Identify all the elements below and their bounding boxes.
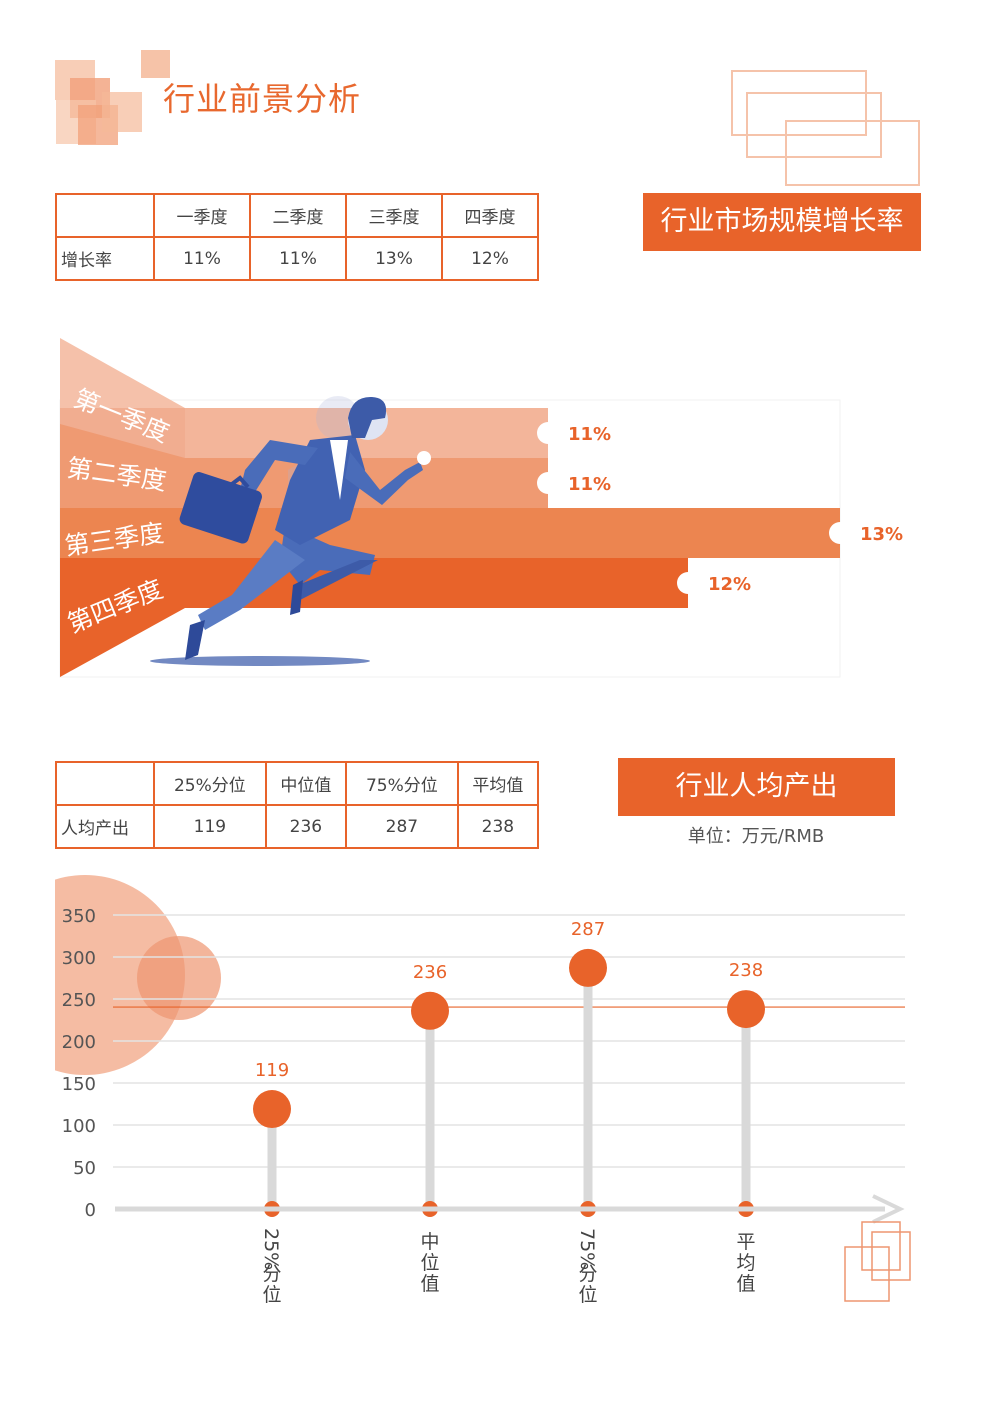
table-header-row: 一季度 二季度 三季度 四季度 [55,193,539,238]
lollipop-head [569,948,607,987]
table-cell: 238 [456,804,540,849]
svg-text:平: 平 [736,1231,755,1253]
svg-text:值: 值 [736,1273,755,1295]
svg-text:位: 位 [420,1252,439,1274]
table-header-row: 25%分位 中位值 75%分位 平均值 [55,761,540,806]
table-header-cell: 中位值 [264,761,347,806]
decor-outline-rect [861,1221,901,1271]
output-section-title: 行业人均产出 [618,758,895,816]
table-corner-cell [55,193,155,238]
bar-value-label: 11% [568,474,611,495]
decor-square [141,50,170,78]
wedge-q4 [60,558,185,677]
y-tick-label: 0 [85,1200,96,1221]
table-cell: 287 [344,804,459,849]
table-corner-cell [55,761,155,806]
table-cell: 119 [153,804,267,849]
decor-outline-rect [746,92,882,158]
table-cell: 11% [153,236,251,281]
lollipop-value-label: 119 [255,1060,289,1081]
svg-text:分: 分 [578,1263,597,1285]
bar-end-notch [537,422,559,444]
output-table: 25%分位 中位值 75%分位 平均值 人均产出 119 236 287 238 [55,761,540,849]
table-row: 人均产出 119 236 287 238 [55,804,540,849]
page-title: 行业前景分析 [163,80,362,118]
decor-outline-rect [785,120,920,186]
x-category-label: 75%分位 [576,1228,598,1306]
y-tick-label: 100 [62,1116,96,1137]
y-tick-label: 250 [62,990,96,1011]
decor-outline-rect [731,70,867,136]
y-tick-label: 350 [62,906,96,927]
bar-end-notch [537,472,559,494]
lollipop-value-label: 236 [413,962,447,983]
decor-square [102,92,142,132]
x-axis-arrow [872,1194,905,1224]
svg-text:25%: 25% [260,1228,282,1270]
decor-circles [55,875,221,1075]
bar-end-notch [829,522,851,544]
table-header-cell: 25%分位 [153,761,267,806]
table-cell: 12% [441,236,539,281]
decor-circle [55,875,185,1075]
x-category-label: 平均值 [736,1231,755,1295]
table-header-cell: 四季度 [441,193,539,238]
table-header-cell: 三季度 [345,193,443,238]
x-category-label: 25%分位 [260,1228,282,1306]
svg-text:分: 分 [262,1263,281,1285]
lollipop-head [727,990,765,1029]
table-cell: 11% [249,236,347,281]
growth-bar-chart: 第一季度 第二季度 第三季度 第四季度 11%11%13%12% [59,338,903,678]
decor-outline-rect [871,1231,911,1281]
table-header-cell: 一季度 [153,193,251,238]
wedge-q3 [60,508,185,558]
wedge-q2 [60,424,185,508]
growth-section-title: 行业市场规模增长率 [643,193,921,251]
x-category-label: 中位值 [420,1231,439,1295]
table-row-label: 增长率 [55,236,155,281]
lollipop-head [253,1090,291,1129]
bar-end-notch [677,572,699,594]
lollipop-head [411,991,449,1030]
table-row: 增长率 11% 11% 13% 12% [55,236,539,281]
table-cell: 13% [345,236,443,281]
table-header-cell: 二季度 [249,193,347,238]
y-tick-label: 200 [62,1032,96,1053]
growth-rate-table: 一季度 二季度 三季度 四季度 增长率 11% 11% 13% 12% [55,193,539,281]
table-header-cell: 平均值 [456,761,540,806]
table-row-label: 人均产出 [55,804,155,849]
table-header-cell: 75%分位 [344,761,459,806]
bar-value-label: 12% [708,574,751,595]
table-cell: 236 [264,804,347,849]
unit-label: 单位：万元/RMB [687,826,825,847]
svg-text:位: 位 [262,1284,281,1306]
decor-outline-rect [844,1246,890,1302]
quarter-wedges [60,338,185,677]
lollipop-value-label: 287 [571,919,605,940]
lollipop-value-label: 238 [729,960,763,981]
bar-value-label: 11% [568,424,611,445]
y-tick-label: 300 [62,948,96,969]
svg-text:中: 中 [420,1231,439,1253]
svg-text:值: 值 [420,1273,439,1295]
running-man-illustration [150,396,431,666]
y-tick-label: 150 [62,1074,96,1095]
svg-text:均: 均 [736,1252,755,1274]
bar-value-label: 13% [860,524,903,545]
wedge-q1 [60,338,185,408]
svg-text:位: 位 [578,1284,597,1306]
svg-text:75%: 75% [576,1228,598,1270]
y-tick-label: 50 [73,1158,96,1179]
